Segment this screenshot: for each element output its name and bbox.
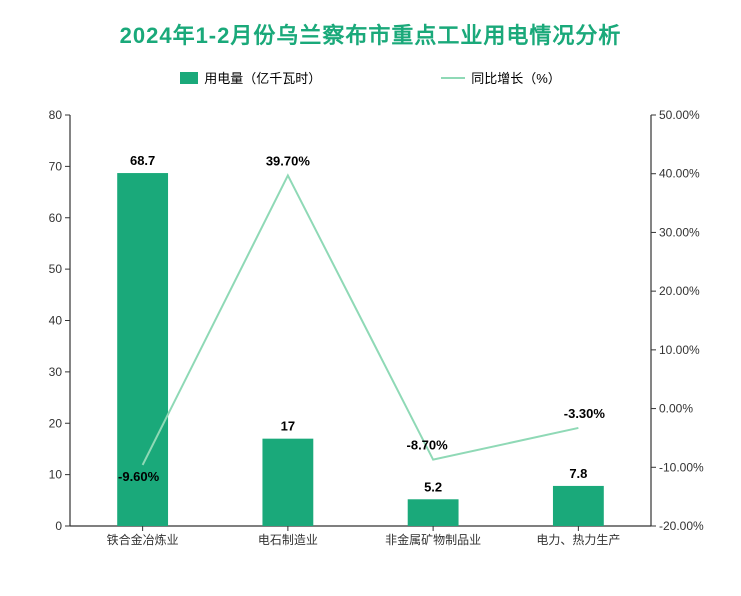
chart-title: 2024年1-2月份乌兰察布市重点工业用电情况分析: [0, 0, 741, 50]
svg-text:5.2: 5.2: [424, 479, 442, 494]
svg-text:-10.00%: -10.00%: [659, 460, 704, 474]
legend: 用电量（亿千瓦时） 同比增长（%）: [0, 68, 741, 87]
svg-text:80: 80: [49, 108, 63, 122]
bar: [553, 486, 604, 526]
bar: [262, 439, 313, 526]
svg-text:7.8: 7.8: [569, 466, 587, 481]
svg-text:50.00%: 50.00%: [659, 108, 700, 122]
svg-text:30: 30: [49, 365, 63, 379]
svg-text:68.7: 68.7: [130, 153, 155, 168]
svg-text:非金属矿物制品业: 非金属矿物制品业: [385, 532, 481, 547]
svg-text:-3.30%: -3.30%: [564, 406, 606, 421]
svg-text:铁合金冶炼业: 铁合金冶炼业: [107, 532, 179, 547]
svg-text:40.00%: 40.00%: [659, 167, 700, 181]
legend-bar-swatch: [180, 72, 198, 84]
svg-text:电力、热力生产: 电力、热力生产: [536, 533, 620, 547]
legend-line-item: 同比增长（%）: [441, 68, 561, 87]
svg-text:50: 50: [49, 262, 63, 276]
svg-text:60: 60: [49, 211, 63, 225]
legend-line-swatch: [441, 77, 465, 79]
svg-text:-20.00%: -20.00%: [659, 519, 704, 533]
svg-text:0: 0: [55, 519, 62, 533]
legend-line-label: 同比增长（%）: [471, 68, 561, 87]
bar: [408, 499, 459, 526]
svg-text:39.70%: 39.70%: [266, 153, 311, 168]
svg-text:电石制造业: 电石制造业: [258, 533, 318, 547]
svg-text:10.00%: 10.00%: [659, 343, 700, 357]
legend-bar-item: 用电量（亿千瓦时）: [180, 68, 321, 87]
svg-text:20.00%: 20.00%: [659, 284, 700, 298]
svg-text:17: 17: [281, 419, 295, 434]
svg-text:0.00%: 0.00%: [659, 402, 693, 416]
svg-text:-8.70%: -8.70%: [407, 438, 449, 453]
svg-text:20: 20: [49, 416, 63, 430]
svg-text:30.00%: 30.00%: [659, 225, 700, 239]
growth-line: [143, 175, 579, 464]
svg-text:10: 10: [49, 468, 63, 482]
svg-text:70: 70: [49, 159, 63, 173]
svg-text:-9.60%: -9.60%: [118, 469, 160, 484]
chart-svg: 0 10 20 30 40 50 60 70 80 -20.00% -10.00% 0.00% 10.0…: [30, 105, 711, 556]
chart-area: 0 10 20 30 40 50 60 70 80 -20.00% -10.00% 0.00% 10.0…: [30, 105, 711, 556]
legend-bar-label: 用电量（亿千瓦时）: [204, 68, 321, 87]
svg-text:40: 40: [49, 314, 63, 328]
